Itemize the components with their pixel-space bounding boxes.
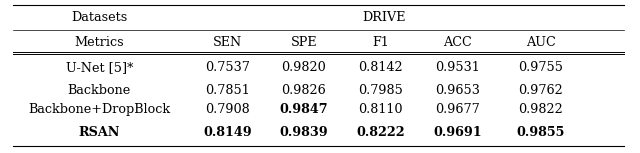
Text: 0.9691: 0.9691 [433,126,482,139]
Text: ACC: ACC [444,36,472,49]
Text: 0.7537: 0.7537 [205,61,250,74]
Text: 0.8149: 0.8149 [203,126,252,139]
Text: Datasets: Datasets [71,11,127,24]
Text: 0.7985: 0.7985 [358,84,403,97]
Text: 0.9755: 0.9755 [518,61,563,74]
Text: SPE: SPE [291,36,317,49]
Text: 0.9762: 0.9762 [518,84,563,97]
Text: 0.9822: 0.9822 [518,103,563,116]
Text: 0.8142: 0.8142 [358,61,403,74]
Text: 0.9855: 0.9855 [516,126,565,139]
Text: 0.9531: 0.9531 [435,61,480,74]
Text: SEN: SEN [212,36,242,49]
Text: AUC: AUC [526,36,556,49]
Text: 0.7908: 0.7908 [205,103,250,116]
Text: RSAN: RSAN [79,126,120,139]
Text: 0.9653: 0.9653 [435,84,480,97]
Text: Backbone+DropBlock: Backbone+DropBlock [28,103,170,116]
Text: 0.8110: 0.8110 [358,103,403,116]
Text: 0.9847: 0.9847 [280,103,328,116]
Text: Metrics: Metrics [74,36,124,49]
Text: DRIVE: DRIVE [362,11,406,24]
Text: U-Net [5]*: U-Net [5]* [65,61,133,74]
Text: 0.9677: 0.9677 [435,103,480,116]
Text: Backbone: Backbone [68,84,131,97]
Text: 0.7851: 0.7851 [205,84,250,97]
Text: 0.8222: 0.8222 [356,126,405,139]
Text: 0.9820: 0.9820 [282,61,326,74]
Text: 0.9839: 0.9839 [280,126,328,139]
Text: 0.9826: 0.9826 [282,84,326,97]
Text: F1: F1 [372,36,389,49]
